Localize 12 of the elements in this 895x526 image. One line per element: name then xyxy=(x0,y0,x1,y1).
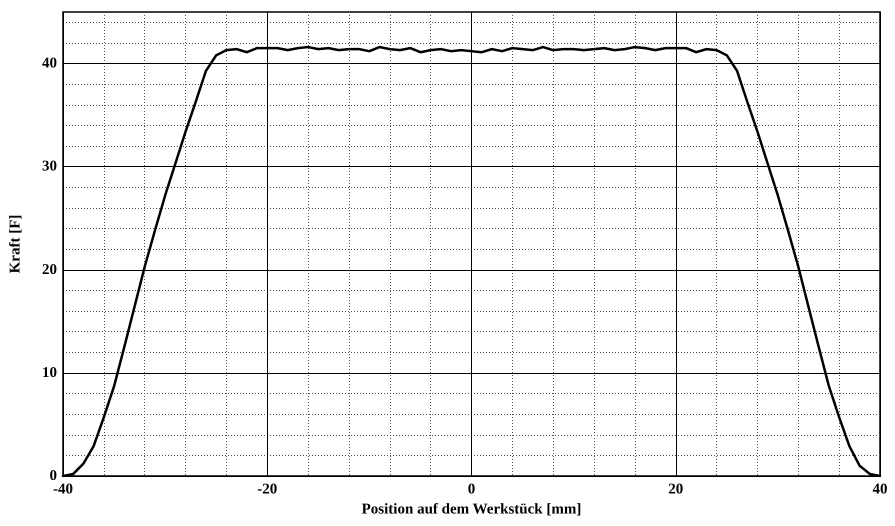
y-tick-label: 20 xyxy=(42,262,57,278)
x-tick-label: 20 xyxy=(668,482,684,498)
x-axis-title: Position auf dem Werkstück [mm] xyxy=(362,501,582,518)
y-tick-label: 30 xyxy=(42,158,57,175)
x-tick-label: 40 xyxy=(872,482,888,498)
x-tick-label: -20 xyxy=(257,482,278,498)
y-tick-label: 40 xyxy=(42,56,57,72)
x-tick-label: -40 xyxy=(53,482,73,498)
y-tick-label: 0 xyxy=(50,468,57,484)
y-tick-label: 10 xyxy=(42,364,57,381)
y-axis-title: Kraft [F] xyxy=(8,214,24,274)
x-tick-label: 0 xyxy=(468,482,476,498)
